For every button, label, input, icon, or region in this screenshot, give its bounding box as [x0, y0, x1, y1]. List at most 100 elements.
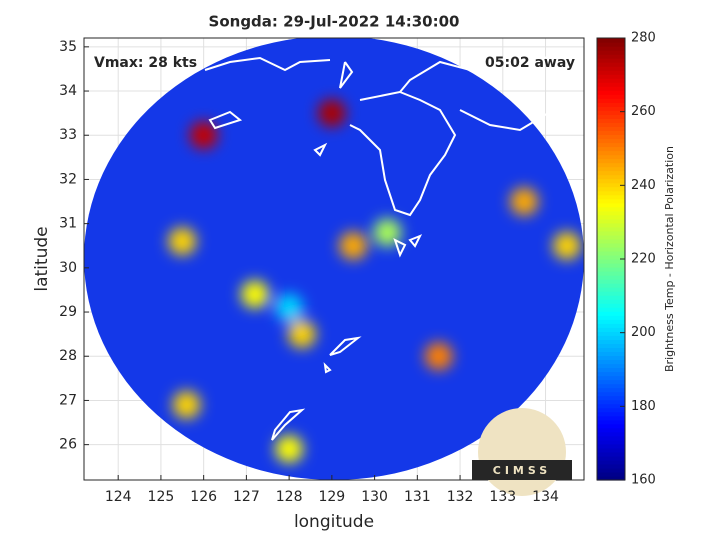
colorbar-step	[597, 351, 625, 357]
x-tick-label: 134	[532, 489, 559, 505]
colorbar-step	[597, 170, 625, 176]
colorbar-step	[597, 118, 625, 123]
coastline	[271, 408, 306, 441]
colorbar-step	[597, 419, 625, 425]
brightness-cell	[287, 320, 316, 349]
coastline	[349, 91, 457, 217]
logo: CIMSS	[472, 408, 572, 496]
x-tick-label: 128	[276, 489, 303, 505]
colorbar-step	[597, 134, 625, 140]
colorbar-step	[597, 78, 625, 83]
colorbar-step	[597, 86, 625, 91]
colorbar-step	[597, 427, 625, 433]
y-tick-label: 35	[59, 39, 77, 55]
colorbar-step	[597, 443, 625, 449]
colorbar-step	[597, 50, 625, 55]
colorbar-step	[597, 182, 625, 188]
colorbar-step	[597, 150, 625, 156]
colorbar-step	[597, 122, 625, 127]
y-tick-label: 26	[59, 437, 77, 453]
colorbar-step	[597, 475, 625, 481]
colorbar-step	[597, 162, 625, 168]
colorbar-step	[597, 234, 625, 240]
colorbar-step	[597, 279, 625, 284]
y-tick-label: 34	[59, 83, 77, 99]
colorbar-tick-label: 200	[631, 325, 656, 340]
colorbar-step	[597, 166, 625, 172]
colorbar-step	[597, 291, 625, 296]
colorbar-step	[597, 238, 625, 244]
y-tick-label: 31	[59, 216, 77, 232]
colorbar-step	[597, 102, 625, 107]
colorbar-step	[597, 347, 625, 353]
brightness-cell	[552, 231, 581, 260]
colorbar-step	[597, 319, 625, 324]
colorbar-step	[597, 283, 625, 288]
colorbar-step	[597, 174, 625, 180]
x-tick-label: 129	[318, 489, 345, 505]
x-tick-label: 124	[105, 489, 132, 505]
colorbar-step	[597, 263, 625, 268]
coastline	[459, 94, 584, 132]
colorbar-step	[597, 246, 625, 252]
colorbar-step	[597, 98, 625, 103]
x-tick-label: 133	[489, 489, 516, 505]
coastline	[359, 53, 584, 101]
colorbar-step	[597, 423, 625, 429]
colorbar-step	[597, 299, 625, 304]
y-tick-label: 33	[59, 127, 77, 143]
colorbar-step	[597, 74, 625, 79]
colorbar-step	[597, 271, 625, 276]
brightness-cell	[189, 121, 218, 150]
colorbar-step	[597, 275, 625, 280]
colorbar-step	[597, 447, 625, 453]
swath	[84, 38, 584, 480]
colorbar-step	[597, 359, 625, 365]
y-tick-label: 30	[59, 260, 77, 276]
colorbar-step	[597, 323, 625, 328]
colorbar-step	[597, 54, 625, 59]
colorbar-step	[597, 471, 625, 477]
colorbar-step	[597, 146, 625, 152]
coastlines	[204, 53, 584, 441]
colorbar-step	[597, 267, 625, 272]
colorbar-tick-label: 280	[631, 31, 656, 46]
x-tick-label: 132	[447, 489, 474, 505]
colorbar-step	[597, 46, 625, 51]
colorbar-step	[597, 202, 625, 208]
colorbar-step	[597, 415, 625, 421]
coastline	[208, 110, 243, 130]
colorbar-step	[597, 210, 625, 216]
colorbar-step	[597, 114, 625, 119]
colorbar-step	[597, 335, 625, 340]
chart-title: Songda: 29-Jul-2022 14:30:00	[209, 13, 460, 31]
colorbar-step	[597, 355, 625, 361]
brightness-cell	[168, 227, 197, 256]
logo-text: CIMSS	[493, 464, 551, 477]
brightness-cell	[424, 342, 453, 371]
colorbar-step	[597, 287, 625, 292]
colorbar-step	[597, 463, 625, 469]
colorbar-step	[597, 387, 625, 393]
colorbar-step	[597, 375, 625, 381]
colorbar-step	[597, 399, 625, 405]
colorbar-tick-label: 180	[631, 399, 656, 414]
colorbar-step	[597, 42, 625, 47]
x-tick-label: 127	[233, 489, 260, 505]
colorbar-step	[597, 250, 625, 256]
colorbar-step	[597, 110, 625, 115]
colorbar	[597, 38, 625, 481]
logo-disk	[478, 408, 566, 496]
coastline	[339, 61, 354, 89]
coastline	[323, 336, 362, 374]
colorbar-step	[597, 186, 625, 192]
colorbar-step	[597, 66, 625, 71]
colorbar-tick-label: 260	[631, 104, 656, 119]
brightness-cell	[317, 99, 346, 128]
colorbar-step	[597, 194, 625, 200]
y-axis-label: latitude	[32, 226, 52, 291]
colorbar-step	[597, 142, 625, 148]
brightness-cell	[339, 231, 368, 260]
colorbar-step	[597, 82, 625, 87]
